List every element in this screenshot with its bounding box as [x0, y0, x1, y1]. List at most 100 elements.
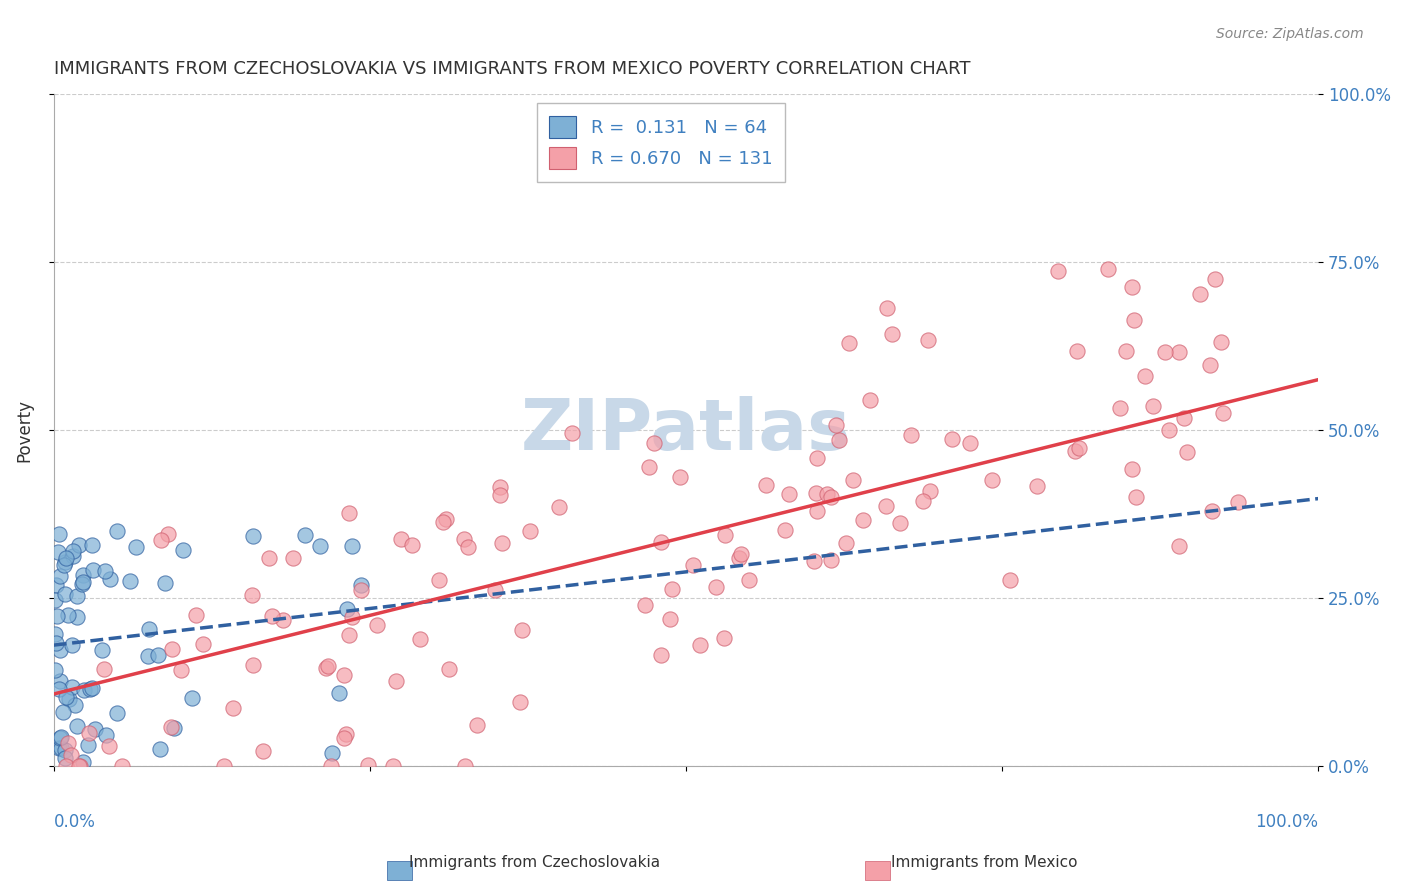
Point [53, 555, 76, 569]
Point [58, 691, 80, 706]
Text: 100.0%: 100.0% [1256, 814, 1319, 831]
Point [713, 631, 735, 645]
Point [682, 558, 704, 572]
Point [350, 582, 373, 597]
Point [714, 528, 737, 542]
Point [60, 680, 83, 694]
Point [72, 755, 94, 769]
Point [1109, 401, 1132, 416]
Point [321, 746, 343, 760]
Point [82, 681, 104, 695]
Point [1069, 441, 1091, 455]
Text: Immigrants from Czechoslovakia: Immigrants from Czechoslovakia [409, 855, 659, 870]
Point [337, 507, 360, 521]
Point [94, 729, 117, 743]
Point [432, 515, 454, 529]
Point [283, 551, 305, 566]
Point [52, 558, 75, 572]
Point [214, 759, 236, 773]
Point [842, 473, 865, 487]
Point [45, 636, 67, 650]
Point [704, 580, 727, 594]
Point [806, 504, 828, 518]
Point [401, 539, 423, 553]
Point [661, 582, 683, 596]
Point [1188, 287, 1211, 301]
Point [48, 682, 70, 697]
Point [52, 705, 75, 719]
Point [835, 536, 858, 550]
Point [917, 333, 939, 347]
Point [650, 535, 672, 549]
Point [55, 690, 77, 704]
Point [45, 577, 67, 591]
Point [1115, 344, 1137, 359]
Point [49, 674, 72, 689]
Point [138, 622, 160, 636]
Point [1167, 539, 1189, 553]
Point [62, 544, 84, 558]
Point [488, 479, 510, 493]
Point [1212, 406, 1234, 420]
Point [488, 488, 510, 502]
Point [294, 528, 316, 542]
Text: IMMIGRANTS FROM CZECHOSLOVAKIA VS IMMIGRANTS FROM MEXICO POVERTY CORRELATION CHA: IMMIGRANTS FROM CZECHOSLOVAKIA VS IMMIGR… [53, 60, 970, 78]
Point [181, 691, 204, 706]
Point [825, 417, 848, 432]
Point [510, 623, 533, 637]
Point [53, 586, 76, 600]
Point [316, 658, 339, 673]
Point [876, 301, 898, 316]
Point [1173, 411, 1195, 425]
Point [1199, 358, 1222, 372]
Point [1121, 462, 1143, 476]
Point [48, 741, 70, 756]
Point [1097, 261, 1119, 276]
Point [98, 572, 121, 586]
Point [828, 433, 851, 447]
Point [93, 662, 115, 676]
Point [49, 731, 72, 745]
Point [91, 643, 114, 657]
Point [242, 657, 264, 672]
Point [548, 500, 571, 514]
Point [257, 551, 280, 566]
Point [357, 757, 380, 772]
Point [66, 589, 89, 603]
Point [1142, 399, 1164, 413]
Point [65, 698, 87, 713]
Point [242, 528, 264, 542]
Point [94, 564, 117, 578]
Point [669, 470, 692, 484]
Point [815, 487, 838, 501]
Text: Immigrants from Mexico: Immigrants from Mexico [891, 855, 1077, 870]
Point [561, 426, 583, 441]
Point [350, 578, 373, 592]
Point [912, 494, 935, 508]
Point [509, 695, 531, 709]
Point [48, 642, 70, 657]
Point [637, 460, 659, 475]
Point [62, 549, 84, 563]
Point [342, 539, 364, 553]
Point [55, 759, 77, 773]
Point [1204, 272, 1226, 286]
Point [49, 568, 72, 582]
Point [1125, 490, 1147, 504]
Point [454, 759, 477, 773]
Point [1064, 444, 1087, 458]
Point [382, 759, 405, 773]
Point [1121, 280, 1143, 294]
Point [755, 477, 778, 491]
Point [838, 336, 860, 351]
Point [875, 499, 897, 513]
Point [820, 490, 842, 504]
Point [389, 533, 412, 547]
Point [184, 608, 207, 623]
Point [60, 638, 83, 652]
Point [69, 759, 91, 773]
Point [467, 718, 489, 732]
Point [271, 613, 294, 627]
Point [53, 743, 76, 757]
Point [332, 668, 354, 682]
